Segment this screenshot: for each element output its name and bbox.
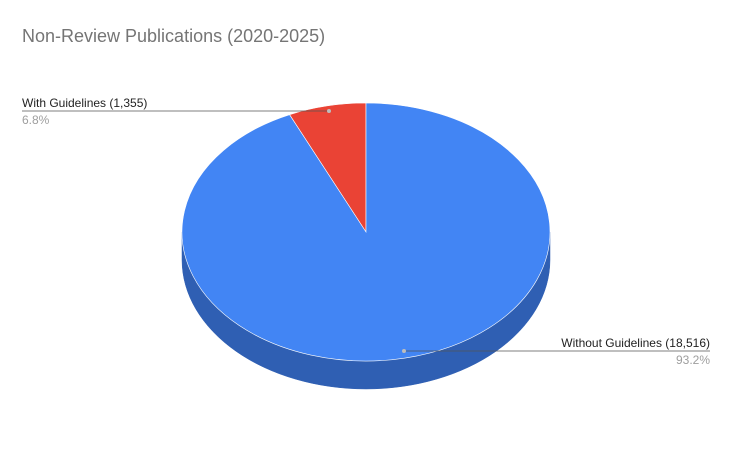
slice-label: With Guidelines (1,355) <box>22 96 147 110</box>
slice-percent: 93.2% <box>676 353 710 367</box>
pie-callouts: With Guidelines (1,355) 6.8% Without Guide… <box>22 96 710 367</box>
slice-label: Without Guidelines (18,516) <box>561 336 710 350</box>
slice-percent: 6.8% <box>22 113 50 127</box>
callout-dot <box>327 109 331 113</box>
callout-dot <box>402 349 406 353</box>
pie-slice-without-guidelines[interactable] <box>181 102 551 362</box>
chart-title: Non-Review Publications (2020-2025) <box>22 26 325 46</box>
pie-tops <box>181 102 551 362</box>
